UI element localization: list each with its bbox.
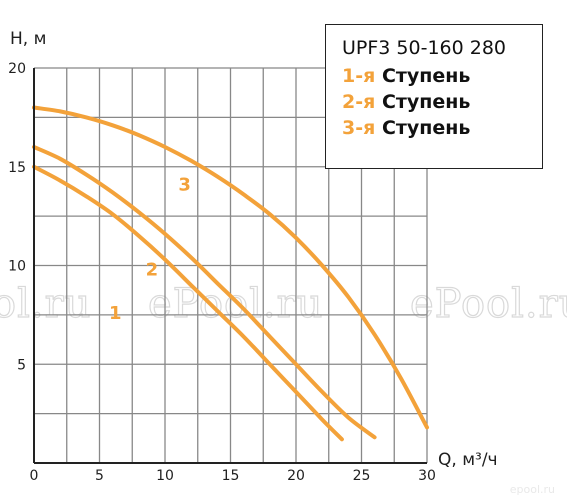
series-2-line: [32, 145, 377, 440]
series-1-line: [32, 164, 344, 442]
curves: [32, 105, 429, 442]
y-axis-title: H, м: [10, 29, 46, 49]
legend-row-3: 3-я Ступень: [342, 115, 542, 141]
x-tick-label: 5: [95, 468, 104, 484]
x-tick-label: 25: [353, 468, 371, 484]
x-tick-label: 10: [156, 468, 174, 484]
x-tick-label: 20: [287, 468, 305, 484]
watermark-text: ol.ru: [0, 281, 91, 327]
legend-row-1-text: Ступень: [381, 65, 471, 87]
watermark-layer: ol.ru ePool.ru ePool.ru: [0, 280, 567, 327]
corner-watermark: epool.ru: [509, 483, 555, 496]
legend-title: UPF3 50-160 280: [342, 37, 507, 59]
x-tick-label: 0: [30, 468, 39, 484]
series-2-label: 2: [146, 259, 159, 280]
legend-row-3-number: 3-я: [342, 117, 376, 139]
x-tick-label: 30: [418, 468, 436, 484]
series-3-label: 3: [178, 174, 191, 195]
axes: [33, 68, 427, 464]
y-tick-label: 15: [8, 160, 26, 176]
legend: UPF3 50-160 280 1-я Ступень 2-я Ступень …: [325, 24, 543, 169]
tick-labels: 0 5 10 15 20 25 30 5 10 15 20: [8, 61, 436, 484]
legend-row-2: 2-я Ступень: [342, 89, 542, 115]
series-3-line: [32, 105, 429, 430]
legend-row-1: 1-я Ступень: [342, 63, 542, 89]
watermark-text: ePool.ru: [410, 281, 567, 327]
series-1-label: 1: [109, 303, 122, 324]
legend-row-2-number: 2-я: [342, 91, 376, 113]
y-tick-label: 10: [8, 259, 26, 275]
legend-row-2-text: Ступень: [381, 91, 471, 113]
curve-labels: 1 2 3: [109, 174, 191, 323]
watermark-text: ePool.ru: [148, 281, 324, 327]
legend-row-1-number: 1-я: [342, 65, 376, 87]
x-axis-title: Q, м³/ч: [438, 450, 498, 470]
y-tick-label: 20: [8, 61, 26, 77]
legend-row-3-text: Ступень: [381, 117, 471, 139]
y-tick-label: 5: [17, 357, 26, 373]
x-tick-label: 15: [222, 468, 240, 484]
